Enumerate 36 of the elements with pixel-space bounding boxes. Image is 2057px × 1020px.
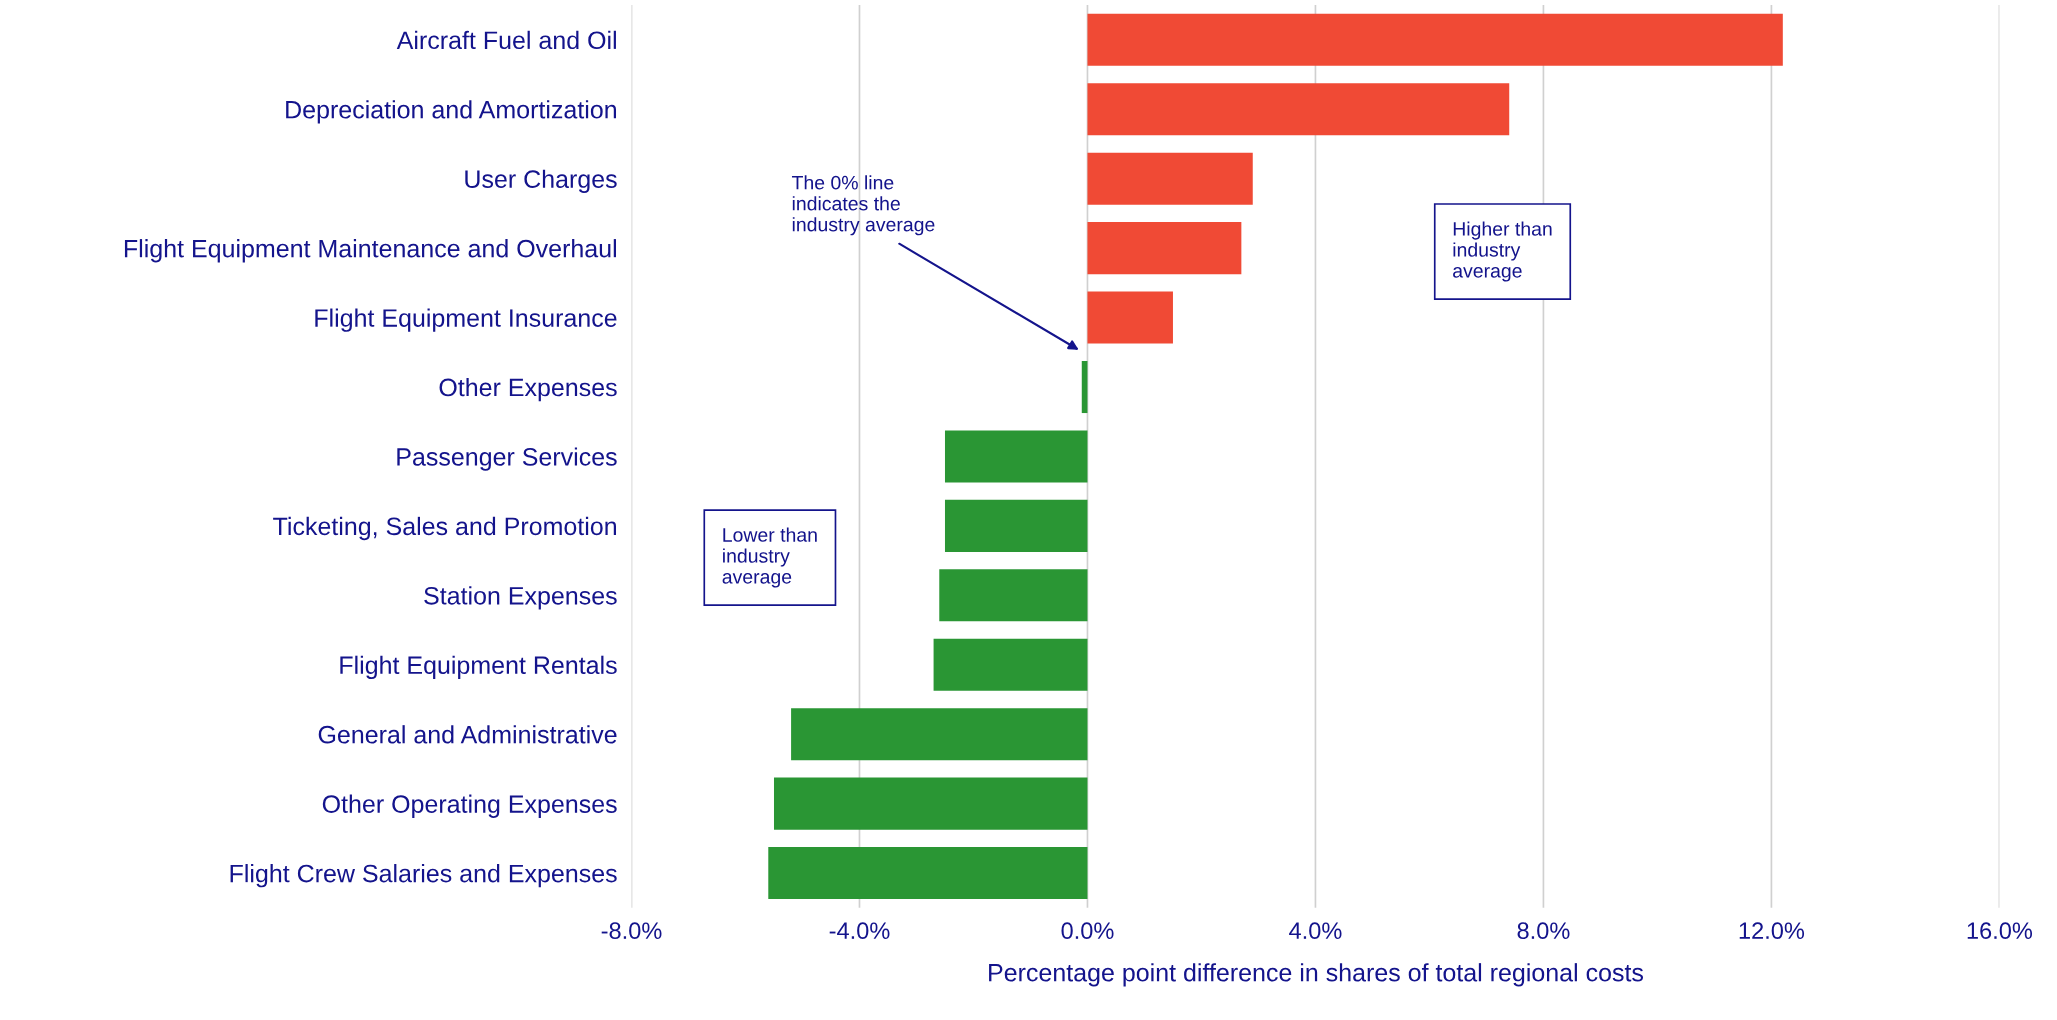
y-tick-label: Depreciation and Amortization [286,100,617,124]
y-tick-label: Station Expenses [424,586,617,610]
annotation: Lower than industry average [722,527,817,588]
x-tick-label: 0.0% [1061,922,1114,940]
y-tick-label: Flight Equipment Maintenance and Overhaul [124,239,616,263]
y-tick-label: Flight Equipment Insurance [315,308,617,332]
x-axis-title: Percentage point difference in shares of total regional costs [989,963,1644,987]
bar [944,430,1088,483]
x-tick-label: 4.0% [1289,922,1342,940]
y-tick-label: Passenger Services [397,447,617,471]
x-tick-label: 8.0% [1517,922,1570,940]
annotation: Higher than industry average [1453,221,1552,282]
bar [944,499,1088,552]
y-tick-label: Flight Crew Salaries and Expenses [230,864,617,888]
y-tick-label: Other Expenses [439,377,617,402]
y-tick-label: Other Operating Expenses [322,794,617,818]
bar [933,638,1088,691]
x-tick-label: 12.0% [1739,922,1805,940]
y-tick-label: Flight Equipment Rentals [340,655,617,680]
annotation: The 0% line indicates the industry average [791,175,935,236]
x-tick-label: 16.0% [1967,922,2033,940]
bar [773,777,1088,830]
bar [1087,152,1253,205]
bar [1087,291,1173,344]
x-tick-label: -4.0% [829,922,890,940]
bar [939,569,1088,622]
y-tick-label: Ticketing, Sales and Promotion [273,516,617,541]
y-tick-label: Aircraft Fuel and Oil [396,30,616,50]
bar [1087,13,1783,66]
y-tick-label: General and Administrative [318,725,617,744]
bar [791,708,1088,761]
x-tick-label: -8.0% [601,922,662,940]
bar [1087,222,1242,275]
bar [768,847,1088,900]
bar [1087,83,1510,136]
y-tick-label: User Charges [465,169,617,193]
